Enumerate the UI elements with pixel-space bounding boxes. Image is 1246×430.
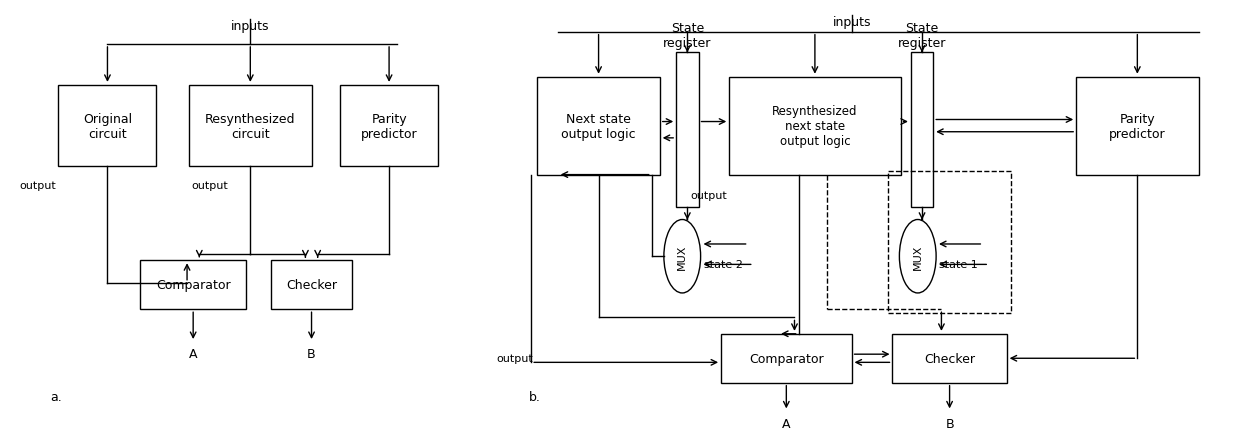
Text: inputs: inputs <box>231 21 269 34</box>
Text: MUX: MUX <box>678 244 688 269</box>
Text: B: B <box>946 418 954 430</box>
Text: Original
circuit: Original circuit <box>83 112 132 140</box>
Text: Resynthesized
circuit: Resynthesized circuit <box>206 112 295 140</box>
Text: Checker: Checker <box>925 352 976 365</box>
Text: Parity
predictor: Parity predictor <box>361 112 417 140</box>
Text: Checker: Checker <box>287 279 336 292</box>
Text: output: output <box>690 190 728 200</box>
FancyBboxPatch shape <box>729 77 901 175</box>
Text: MUX: MUX <box>913 244 923 269</box>
FancyBboxPatch shape <box>189 86 312 167</box>
Text: State
register: State register <box>898 22 946 50</box>
Text: output: output <box>20 180 56 190</box>
Text: Comparator: Comparator <box>156 279 231 292</box>
Text: Next state
output logic: Next state output logic <box>561 112 635 140</box>
Text: b.: b. <box>530 390 541 403</box>
Text: B: B <box>308 347 315 360</box>
FancyBboxPatch shape <box>340 86 439 167</box>
Ellipse shape <box>664 220 700 293</box>
FancyBboxPatch shape <box>911 53 933 208</box>
Ellipse shape <box>900 220 936 293</box>
Text: Parity
predictor: Parity predictor <box>1109 112 1166 140</box>
Text: Comparator: Comparator <box>749 352 824 365</box>
FancyBboxPatch shape <box>270 261 353 310</box>
FancyBboxPatch shape <box>677 53 699 208</box>
FancyBboxPatch shape <box>59 86 157 167</box>
Text: Resynthesized
next state
output logic: Resynthesized next state output logic <box>773 105 857 148</box>
Text: output: output <box>191 180 228 190</box>
Text: A: A <box>189 347 197 360</box>
FancyBboxPatch shape <box>892 334 1007 383</box>
Text: output: output <box>496 353 533 363</box>
Text: inputs: inputs <box>832 16 871 29</box>
Text: A: A <box>782 418 790 430</box>
Text: state 1: state 1 <box>939 260 978 270</box>
Text: State
register: State register <box>663 22 711 50</box>
Text: a.: a. <box>50 390 62 403</box>
FancyBboxPatch shape <box>537 77 660 175</box>
FancyBboxPatch shape <box>1077 77 1199 175</box>
Text: state 2: state 2 <box>704 260 743 270</box>
FancyBboxPatch shape <box>140 261 247 310</box>
FancyBboxPatch shape <box>721 334 851 383</box>
